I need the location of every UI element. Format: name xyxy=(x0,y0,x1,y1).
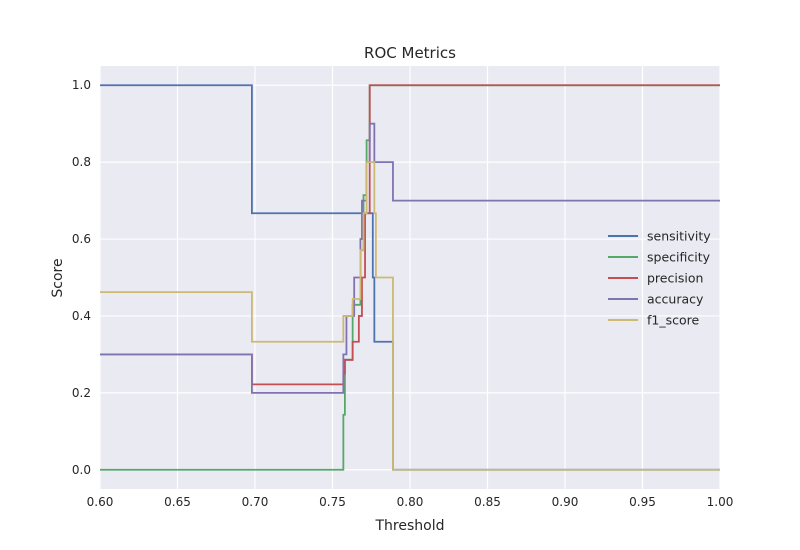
y-tick-label: 0.2 xyxy=(72,386,91,400)
x-tick-label: 0.65 xyxy=(164,495,191,509)
y-tick-label: 1.0 xyxy=(72,78,91,92)
y-tick-label: 0.6 xyxy=(72,232,91,246)
legend-label: specificity xyxy=(647,250,711,265)
x-tick-label: 0.95 xyxy=(629,495,656,509)
x-axis-title: Threshold xyxy=(375,518,445,534)
x-tick-label: 0.90 xyxy=(552,495,579,509)
legend-label: accuracy xyxy=(647,292,704,307)
y-axis-title: Score xyxy=(50,258,66,297)
legend: sensitivity specificity precision accuracy f… xyxy=(608,229,711,328)
x-tick-label: 0.70 xyxy=(242,495,269,509)
series-line-accuracy xyxy=(100,122,720,394)
x-tick-label: 0.75 xyxy=(319,495,346,509)
series-line-f1-score xyxy=(100,161,720,471)
y-tick-label: 0.0 xyxy=(72,463,91,477)
chart-title: ROC Metrics xyxy=(364,44,456,62)
legend-label: sensitivity xyxy=(647,229,711,244)
legend-label: precision xyxy=(647,271,703,286)
x-tick-label: 1.00 xyxy=(707,495,734,509)
y-tick-label: 0.8 xyxy=(72,155,91,169)
series-lines xyxy=(100,84,720,471)
x-tick-label: 0.85 xyxy=(474,495,501,509)
legend-label: f1_score xyxy=(647,313,700,328)
x-tick-label: 0.80 xyxy=(397,495,424,509)
y-tick-label: 0.4 xyxy=(72,309,91,323)
x-tick-labels: 0.60 0.65 0.70 0.75 0.80 0.85 0.90 0.95 1.00 xyxy=(87,495,734,509)
x-tick-label: 0.60 xyxy=(87,495,114,509)
y-tick-labels: 0.0 0.2 0.4 0.6 0.8 1.0 xyxy=(72,78,91,477)
